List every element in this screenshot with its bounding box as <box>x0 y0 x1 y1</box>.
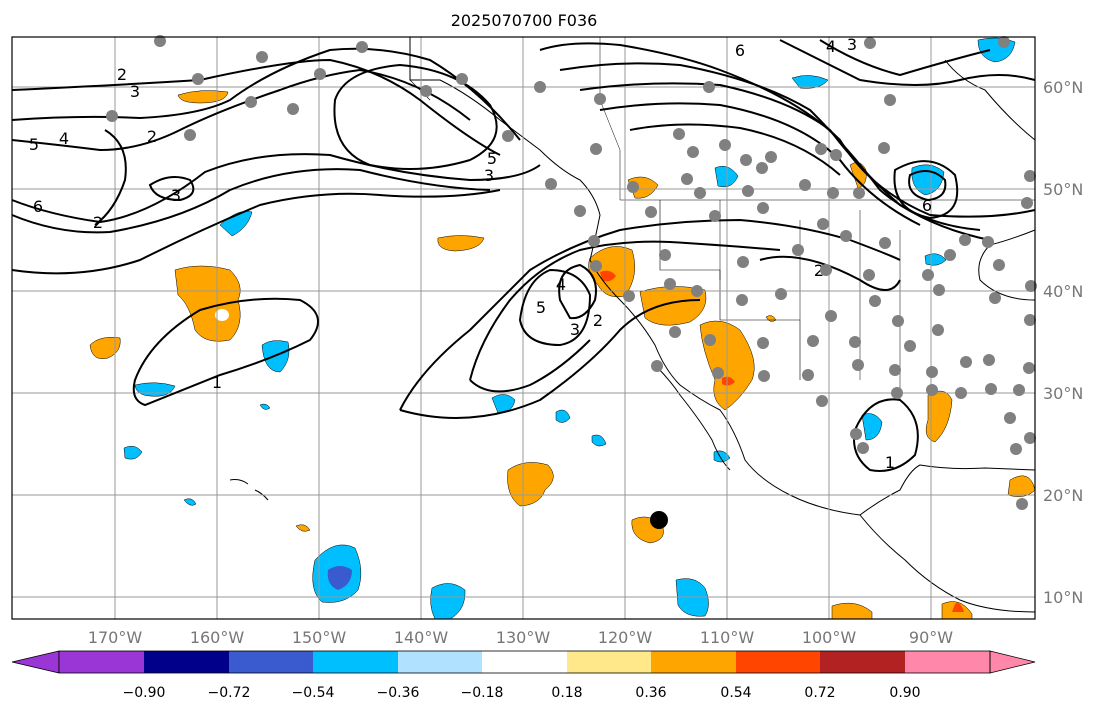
strong-positive-anomaly <box>722 376 735 386</box>
contour-label: 5 <box>29 135 39 154</box>
colorbar-outline <box>58 650 991 674</box>
anomaly-hole <box>215 309 229 321</box>
colorbar-tick-label: −0.36 <box>377 685 420 701</box>
positive-anomaly-area <box>295 524 311 532</box>
strong-positive-anomaly <box>952 603 964 612</box>
lat-label: 20°N <box>1043 486 1083 505</box>
positive-anomaly-area <box>89 337 121 359</box>
longitude-labels: 170°W 160°W 150°W 140°W 130°W 120°W 110°… <box>88 628 953 647</box>
latitude-labels: 60°N 50°N 40°N 30°N 20°N 10°N <box>1043 78 1083 607</box>
colorbar-tick-label: 0.36 <box>635 685 666 701</box>
colorbar-segment <box>820 651 905 673</box>
negative-anomaly-area <box>791 75 829 89</box>
contour-label: 3 <box>130 82 140 101</box>
contour-label: 6 <box>33 197 43 216</box>
contour-label: 4 <box>59 129 69 148</box>
contour-label: 2 <box>814 261 824 280</box>
positive-anomaly-area <box>831 602 873 620</box>
lat-label: 40°N <box>1043 282 1083 301</box>
colorbar-tick-label: −0.18 <box>461 685 504 701</box>
colorbar-segment <box>59 651 144 673</box>
colorbar-segment <box>398 651 482 673</box>
colorbar-tick-label: −0.54 <box>292 685 335 701</box>
contour-label: 2 <box>93 213 103 232</box>
colorbar-segment <box>313 651 398 673</box>
contour-label: 2 <box>593 311 603 330</box>
colorbar-segment <box>229 651 313 673</box>
lat-label: 10°N <box>1043 588 1083 607</box>
colorbar-segment <box>144 651 229 673</box>
lat-label: 50°N <box>1043 180 1083 199</box>
negative-anomaly-area <box>430 583 466 620</box>
contour-label: 2 <box>117 65 127 84</box>
contour-label: 4 <box>556 275 566 294</box>
colorbar-segment <box>482 651 567 673</box>
colorbar-tick-label: 0.90 <box>889 685 920 701</box>
contour-label: 6 <box>735 41 745 60</box>
negative-anomaly-area <box>591 434 607 447</box>
storm-center-marker <box>650 511 668 529</box>
negative-anomaly-area <box>555 409 571 423</box>
contour-label: 3 <box>847 35 857 54</box>
contour-label: 3 <box>570 320 580 339</box>
colorbar-max-extension <box>989 650 1036 674</box>
positive-anomaly-area <box>177 90 229 104</box>
colorbar: −0.90 −0.72 −0.54 −0.36 −0.18 0.18 0.36 … <box>11 650 1036 701</box>
contour-label: 2 <box>147 127 157 146</box>
colorbar-tick-label: 0.18 <box>551 685 582 701</box>
positive-anomaly-area <box>437 235 485 252</box>
contour-label: 3 <box>171 186 181 205</box>
colorbar-tick-label: −0.90 <box>123 685 166 701</box>
contour-label: 1 <box>212 373 222 392</box>
colorbar-tick-label: −0.72 <box>208 685 251 701</box>
lon-label: 90°W <box>909 628 953 647</box>
contour-lines <box>11 39 1036 472</box>
colorbar-segment <box>651 651 736 673</box>
lon-label: 150°W <box>292 628 347 647</box>
lon-label: 110°W <box>700 628 755 647</box>
lon-label: 140°W <box>394 628 449 647</box>
contour-label-group: 2 3 4 5 6 2 3 2 6 6 4 3 5 3 2 4 5 3 2 1 … <box>29 35 932 472</box>
colorbar-segment <box>736 651 820 673</box>
positive-anomaly-area <box>174 265 241 342</box>
negative-anomaly-area <box>861 413 883 441</box>
colorbar-tick-label: 0.72 <box>804 685 835 701</box>
contour-label: 6 <box>922 196 932 215</box>
contour-label: 5 <box>487 149 497 168</box>
station-dots <box>106 35 1037 510</box>
lat-label: 30°N <box>1043 384 1083 403</box>
strong-positive-anomaly <box>600 270 616 282</box>
negative-anomaly-area <box>183 498 197 506</box>
coastlines <box>229 37 1036 613</box>
strong-negative-anomaly <box>327 566 352 590</box>
negative-anomaly-area <box>123 445 143 460</box>
contour-label: 5 <box>536 298 546 317</box>
map-panel: 2 3 4 5 6 2 3 2 6 6 4 3 5 3 2 4 5 3 2 1 … <box>11 35 1037 620</box>
lon-label: 170°W <box>88 628 143 647</box>
colorbar-segment <box>905 651 990 673</box>
lon-label: 130°W <box>496 628 551 647</box>
contour-label: 1 <box>885 453 895 472</box>
lon-label: 100°W <box>802 628 857 647</box>
lat-label: 60°N <box>1043 78 1083 97</box>
colorbar-segment <box>567 651 651 673</box>
contour-label: 4 <box>826 37 836 56</box>
colorbar-min-extension <box>11 650 60 674</box>
figure-title: 2025070700 F036 <box>451 11 598 30</box>
positive-anomaly-area <box>925 390 953 443</box>
colorbar-tick-label: 0.54 <box>720 685 751 701</box>
lon-label: 120°W <box>598 628 653 647</box>
negative-anomaly-area <box>259 403 271 410</box>
contour-label: 3 <box>484 166 494 185</box>
lon-label: 160°W <box>190 628 245 647</box>
negative-anomaly-area <box>924 253 947 266</box>
map-frame <box>11 36 1036 620</box>
